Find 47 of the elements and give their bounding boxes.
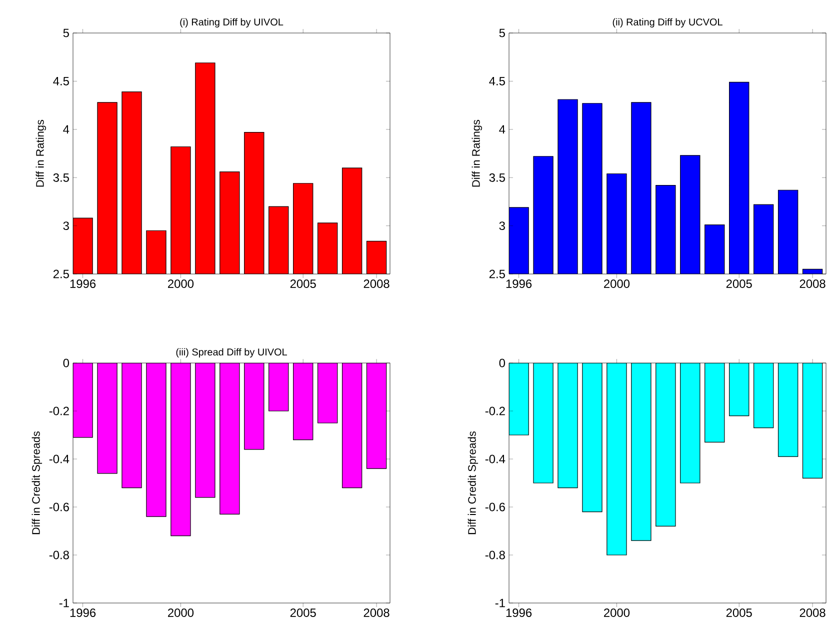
chart-title: (i) Rating Diff by UIVOL (180, 18, 284, 28)
y-tick-label: 4.5 (53, 77, 69, 86)
y-tick-label: -0.2 (49, 406, 69, 416)
x-tick-label: 2005 (726, 280, 752, 288)
y-tick-label: 3.5 (489, 173, 505, 182)
y-tick-label: -1 (59, 598, 69, 608)
x-tick-label: 1996 (506, 608, 532, 617)
x-tick-label: 2000 (168, 608, 194, 617)
x-tick-label: 2005 (726, 608, 752, 617)
x-tick-label: 2000 (168, 280, 194, 288)
x-tick-label: 2000 (604, 608, 630, 617)
y-tick-label: -0.8 (49, 550, 69, 560)
x-tick-label: 2008 (800, 608, 826, 617)
y-tick-label: 0 (63, 358, 70, 368)
y-tick-label: -0.4 (49, 454, 70, 464)
y-tick-label: -0.4 (485, 454, 506, 464)
y-tick-label: -0.6 (485, 502, 505, 512)
chart-title: (ii) Rating Diff by UCVOL (612, 18, 722, 28)
y-axis-title: Diff in Credit Spreads (468, 431, 478, 534)
y-tick-label: -0.8 (485, 550, 505, 560)
x-tick-label: 2008 (800, 280, 826, 288)
x-tick-label: 2000 (604, 280, 630, 288)
y-tick-label: 3 (63, 222, 69, 230)
y-axis-title: Diff in Ratings (472, 120, 482, 187)
y-tick-label: 2.5 (53, 270, 69, 278)
y-axis-title: Diff in Ratings (36, 120, 46, 187)
x-tick-label: 2008 (364, 280, 390, 288)
y-tick-label: -1 (495, 598, 505, 608)
y-tick-label: 4 (499, 125, 506, 134)
y-tick-label: 5 (63, 28, 69, 38)
y-tick-label: -0.6 (49, 502, 69, 512)
x-tick-label: 1996 (506, 280, 532, 288)
y-tick-label: 0 (499, 358, 506, 368)
y-tick-label: 5 (499, 28, 505, 38)
y-tick-label: 4.5 (489, 77, 505, 86)
x-tick-label: 2005 (290, 608, 316, 617)
y-tick-label: 3 (499, 222, 505, 230)
x-tick-label: 2005 (290, 280, 316, 288)
y-axis-title: Diff in Credit Spreads (32, 431, 42, 534)
y-tick-label: 2.5 (489, 270, 505, 278)
y-tick-label: 4 (63, 125, 70, 134)
x-tick-label: 2008 (364, 608, 390, 617)
x-tick-label: 1996 (70, 608, 96, 617)
x-tick-label: 1996 (70, 280, 96, 288)
chart-title: (iii) Spread Diff by UIVOL (176, 348, 287, 358)
y-tick-label: 3.5 (53, 173, 69, 182)
y-tick-label: -0.2 (485, 406, 505, 416)
